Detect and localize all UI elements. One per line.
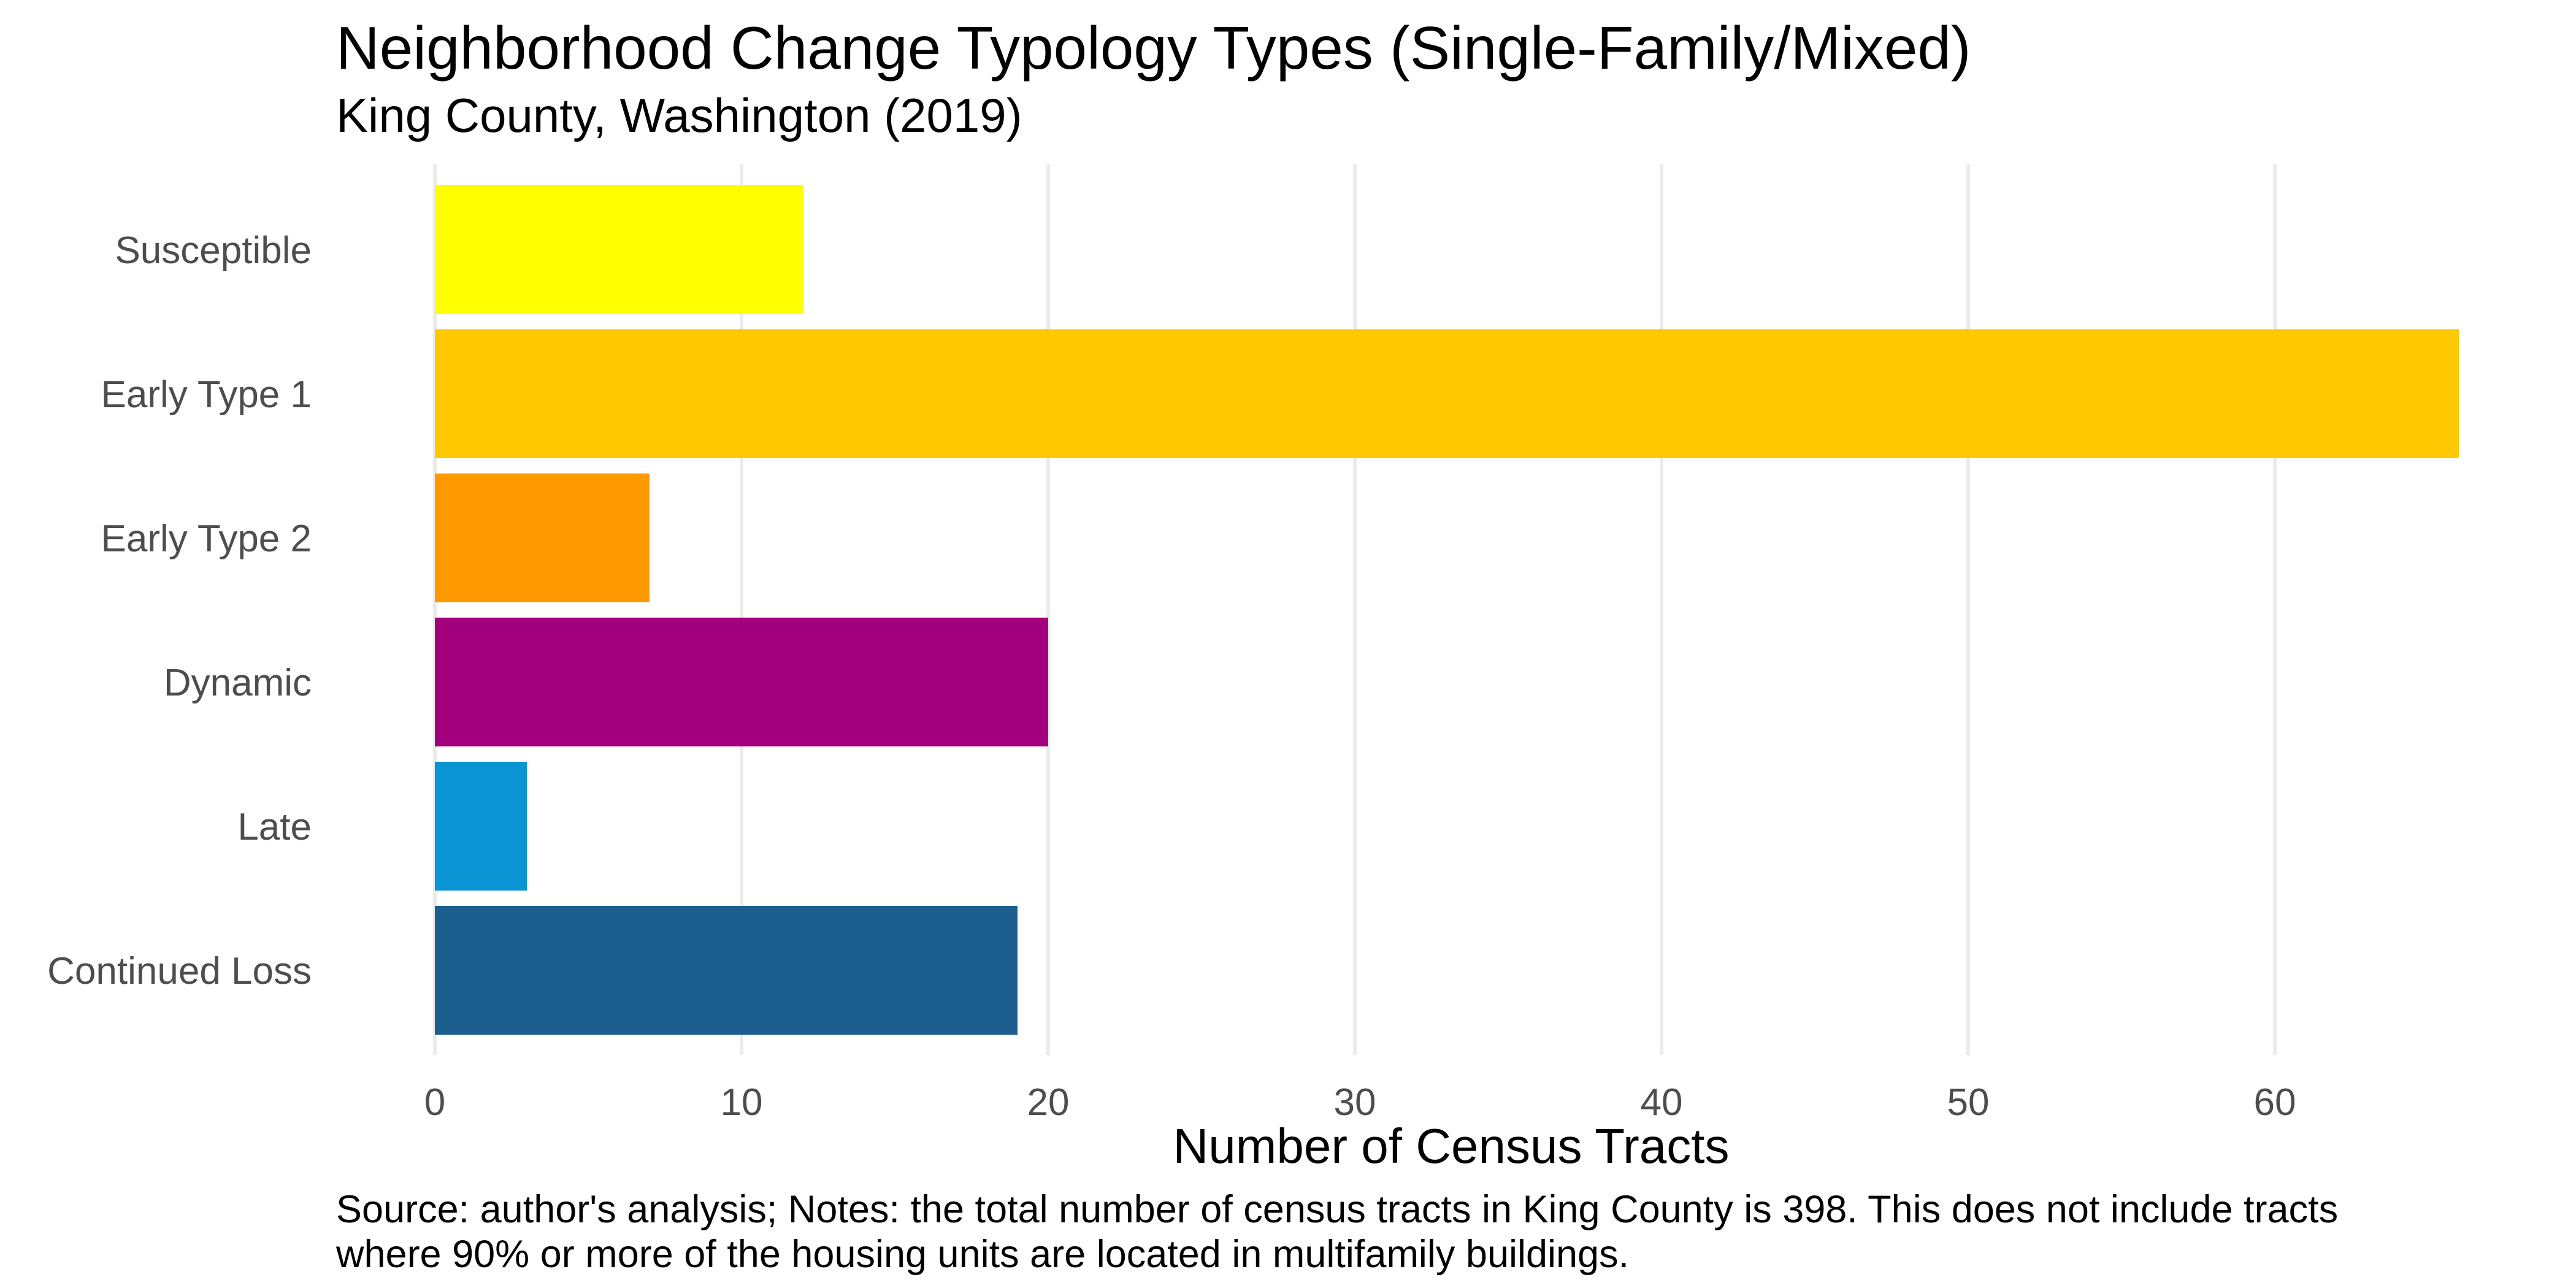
bar-early-type-2	[435, 473, 650, 602]
x-tick-label-20: 20	[1027, 1081, 1070, 1124]
bar-susceptible	[435, 185, 803, 314]
bar-continued-loss	[435, 906, 1018, 1035]
x-tick-label-40: 40	[1641, 1081, 1683, 1124]
bars	[435, 185, 2459, 1035]
y-tick-label-dynamic: Dynamic	[164, 662, 312, 704]
bar-late	[435, 762, 527, 891]
x-axis-tick-labels: 0 10 20 30 40 50 60	[424, 1081, 2296, 1124]
x-tick-label-60: 60	[2254, 1081, 2296, 1124]
x-tick-label-30: 30	[1334, 1081, 1376, 1124]
x-tick-label-0: 0	[424, 1081, 445, 1124]
x-axis-label: Number of Census Tracts	[1173, 1119, 1730, 1173]
chart-title: Neighborhood Change Typology Types (Sing…	[336, 14, 1971, 82]
x-tick-label-50: 50	[1947, 1081, 1990, 1124]
y-tick-label-early-type-2: Early Type 2	[101, 518, 312, 560]
y-tick-label-late: Late	[237, 806, 312, 848]
x-tick-label-10: 10	[721, 1081, 763, 1124]
y-tick-label-early-type-1: Early Type 1	[101, 374, 312, 416]
y-tick-label-susceptible: Susceptible	[115, 229, 312, 272]
caption-line-2: where 90% or more of the housing units a…	[335, 1233, 1629, 1276]
bar-early-type-1	[435, 329, 2459, 458]
bar-dynamic	[435, 618, 1048, 746]
chart-subtitle: King County, Washington (2019)	[336, 88, 1022, 142]
y-tick-label-continued-loss: Continued Loss	[47, 950, 312, 992]
caption-line-1: Source: author's analysis; Notes: the to…	[336, 1188, 2338, 1231]
y-axis-tick-labels: Susceptible Early Type 1 Early Type 2 Dynam…	[47, 229, 312, 992]
